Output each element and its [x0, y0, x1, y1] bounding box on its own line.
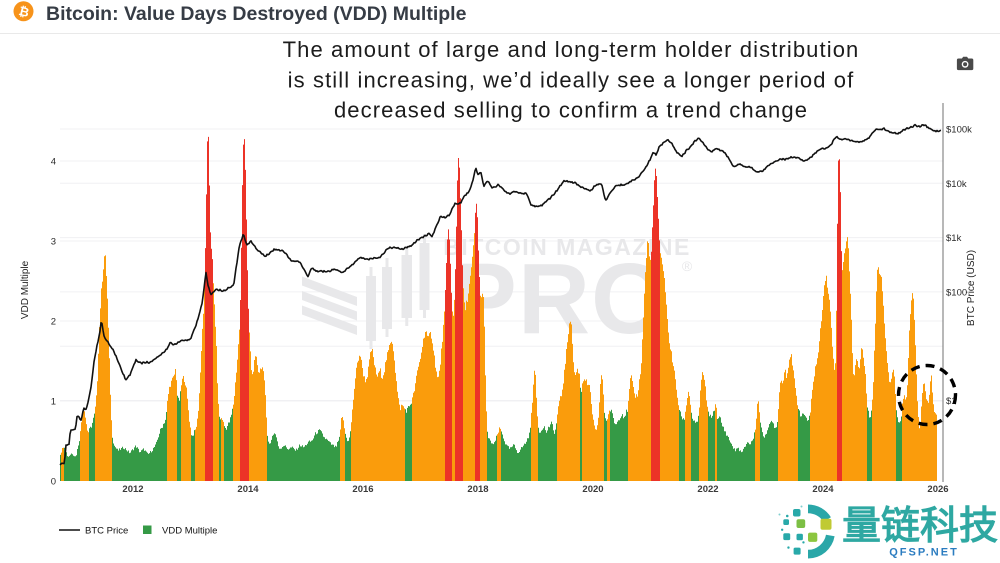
- svg-text:3: 3: [51, 237, 56, 248]
- svg-text:®: ®: [682, 258, 693, 274]
- svg-text:2014: 2014: [237, 484, 259, 495]
- svg-text:VDD Multiple: VDD Multiple: [20, 260, 31, 319]
- svg-text:BTC Price (USD): BTC Price (USD): [966, 250, 977, 326]
- svg-text:2018: 2018: [467, 484, 488, 495]
- svg-text:decreased selling to confirm a: decreased selling to confirm a trend cha…: [334, 98, 808, 123]
- svg-text:2: 2: [51, 317, 56, 328]
- svg-text:VDD Multiple: VDD Multiple: [162, 526, 217, 537]
- svg-text:$1k: $1k: [946, 233, 962, 244]
- svg-text:2022: 2022: [697, 484, 718, 495]
- svg-text:$100: $100: [946, 287, 967, 298]
- svg-text:is still increasing, we’d idea: is still increasing, we’d ideally see a …: [288, 68, 855, 93]
- svg-text:PRO: PRO: [450, 243, 670, 355]
- svg-text:2020: 2020: [582, 484, 603, 495]
- svg-text:0: 0: [51, 477, 56, 488]
- svg-text:QFSP.NET: QFSP.NET: [889, 547, 959, 559]
- svg-text:$1: $1: [946, 396, 957, 407]
- svg-text:$10k: $10k: [946, 179, 967, 190]
- svg-text:2026: 2026: [927, 484, 948, 495]
- svg-text:2024: 2024: [812, 484, 834, 495]
- svg-text:$100k: $100k: [946, 125, 972, 136]
- svg-text:2016: 2016: [352, 484, 373, 495]
- svg-text:The amount of large and long-t: The amount of large and long-term holder…: [283, 37, 860, 62]
- svg-text:BTC Price: BTC Price: [85, 526, 128, 537]
- svg-text:量链科技: 量链科技: [842, 505, 998, 548]
- svg-text:₿: ₿: [17, 4, 30, 20]
- svg-text:4: 4: [51, 157, 56, 168]
- svg-text:Bitcoin: Value Days Destroyed: Bitcoin: Value Days Destroyed (VDD) Mult…: [46, 3, 467, 25]
- svg-text:2012: 2012: [122, 484, 143, 495]
- svg-text:1: 1: [51, 397, 56, 408]
